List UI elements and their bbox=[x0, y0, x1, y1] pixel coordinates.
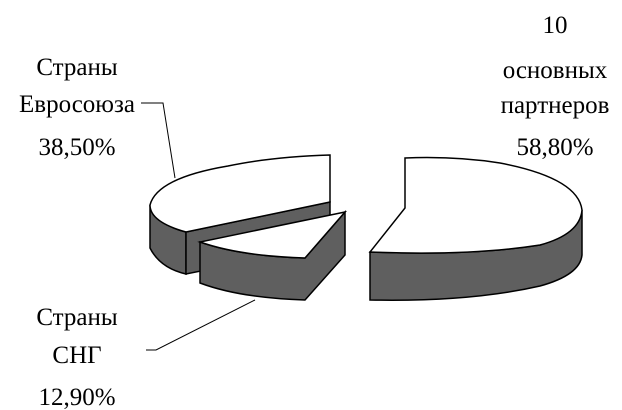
label-eu-line-2: Евросоюза bbox=[19, 91, 135, 118]
slice-eu-top bbox=[149, 154, 331, 233]
label-partners-line-2: основных bbox=[503, 57, 608, 84]
label-partners: 10 основных партнеров 58,80% bbox=[501, 12, 610, 161]
label-cis-line-1: Страны bbox=[36, 304, 118, 331]
label-partners-line-1: 10 bbox=[543, 12, 568, 39]
label-cis: Страны СНГ 12,90% bbox=[36, 304, 118, 410]
slice-cis bbox=[197, 209, 348, 301]
slice-cis-top bbox=[197, 210, 348, 259]
label-partners-value: 58,80% bbox=[516, 134, 593, 161]
label-cis-line-2: СНГ bbox=[52, 342, 101, 369]
label-partners-line-3: партнеров bbox=[501, 92, 610, 119]
leader-line-eu bbox=[141, 102, 176, 179]
label-eu-line-1: Страны bbox=[36, 54, 118, 81]
leader-line-cis bbox=[146, 299, 256, 351]
label-cis-value: 12,90% bbox=[38, 384, 115, 410]
slice-partners bbox=[368, 156, 583, 301]
label-eu: Страны Евросоюза 38,50% bbox=[19, 54, 135, 161]
label-eu-value: 38,50% bbox=[38, 134, 115, 161]
slice-partners-top bbox=[368, 156, 583, 254]
